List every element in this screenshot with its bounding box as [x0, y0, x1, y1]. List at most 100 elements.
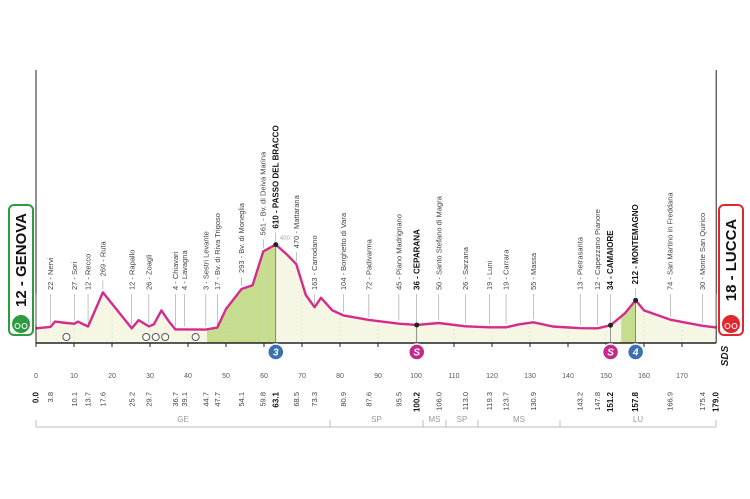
waypoint-label: 27 - Sori — [70, 261, 79, 290]
waypoint-label: 50 - Santo Stefano di Magra — [434, 195, 443, 290]
x-tick-label: 40 — [184, 373, 192, 380]
climb-fill — [621, 300, 636, 343]
start-icon — [12, 315, 30, 333]
waypoint-label: 22 - Nervi — [46, 257, 55, 290]
waypoint-label: 293 - Bv. di Moneglia — [237, 202, 246, 273]
altitude-label: 400 — [280, 236, 291, 242]
marker — [408, 343, 426, 361]
finish-label: 18 - LUCCA — [723, 219, 740, 302]
icon — [62, 333, 71, 341]
waypoint-label: 19 - Luni — [485, 260, 494, 290]
x-tick-label: 140 — [562, 373, 574, 380]
x-tick-label: 150 — [600, 373, 612, 380]
waypoint-label: 12 - Recco — [84, 254, 93, 290]
waypoint-label: 3 - Sestri Levante — [201, 231, 210, 290]
region-label: SP — [457, 415, 468, 424]
waypoint-km: 123.7 — [502, 392, 511, 411]
waypoint-km: 95.5 — [394, 392, 403, 407]
waypoint-km: 106.0 — [434, 392, 443, 411]
waypoint-km: 73.3 — [310, 392, 319, 407]
waypoint-km: 47.7 — [213, 392, 222, 407]
start-wheel — [14, 323, 21, 329]
waypoint-km: 68.5 — [292, 392, 301, 407]
waypoint-label: 74 - San Martino in Freddana — [666, 192, 675, 290]
waypoint-km: 80.9 — [339, 392, 348, 407]
waypoint-km: 100.2 — [412, 391, 421, 412]
marker-label: S — [607, 348, 614, 359]
waypoint-km: 166.9 — [666, 392, 675, 411]
waypoint-label: 45 - Piano Madrignano — [394, 214, 403, 290]
x-tick-label: 120 — [486, 373, 498, 380]
waypoint-km: 151.2 — [606, 391, 615, 412]
finish-wheel — [731, 323, 738, 329]
waypoint-label: 17 - Bv. di Riva Trigoso — [213, 213, 222, 290]
waypoint-label: 55 - Massa — [529, 252, 538, 290]
waypoint-label: 12 - Capezzano Pianore — [593, 209, 602, 290]
waypoint-label: 34 - CAMAIORE — [606, 230, 615, 290]
region-label: MS — [429, 415, 441, 424]
waypoint-label: 72 - Padivarma — [364, 238, 373, 290]
waypoint-label: 104 - Borghetto di Vara — [339, 212, 348, 290]
waypoint-km: 113.0 — [461, 392, 470, 410]
icon — [151, 333, 160, 341]
region-label: SP — [371, 415, 382, 424]
waypoint-km: 119.3 — [485, 392, 494, 410]
waypoint-km: 157.8 — [631, 391, 640, 412]
waypoint-label: 269 - Ruta — [98, 240, 107, 276]
region-label: MS — [513, 415, 525, 424]
icon — [161, 333, 170, 341]
waypoint-km: 13.7 — [84, 392, 93, 407]
waypoint-km: 44.7 — [201, 392, 210, 407]
waypoint-label: 19 - Carrara — [502, 249, 511, 290]
waypoint-label: 26 - Sarzana — [461, 246, 470, 290]
finish-wheel — [724, 323, 731, 329]
waypoint-km: 175.4 — [698, 392, 707, 411]
waypoint-label: 212 - MONTEMAGNO — [631, 204, 640, 284]
waypoint-km: 10.1 — [70, 392, 79, 407]
waypoint-km: 59.8 — [259, 392, 268, 407]
waypoint-label: 36 - CEPARANA — [412, 229, 421, 290]
waypoint-km: 3.8 — [46, 392, 55, 402]
profile-line — [35, 243, 717, 331]
waypoint-label: 12 - Rapallo — [127, 250, 136, 290]
x-tick-label: 70 — [298, 373, 306, 380]
x-tick-label: 30 — [146, 373, 154, 380]
waypoint-label: 13 - Pietrasanta — [576, 236, 585, 290]
x-tick-label: 90 — [374, 373, 382, 380]
finish-box — [718, 204, 744, 336]
waypoint-km: 54.1 — [237, 392, 246, 407]
marker — [601, 343, 620, 361]
icon — [191, 333, 200, 341]
waypoint-km: 130.9 — [529, 392, 538, 411]
start-box — [8, 204, 34, 336]
waypoint-km: 36.7 — [171, 392, 180, 407]
x-tick-label: 100 — [410, 373, 422, 380]
x-tick-label: 10 — [70, 373, 78, 380]
waypoint-label: 26 - Zoagli — [144, 254, 153, 290]
x-tick-label: 60 — [260, 373, 268, 380]
x-tick-label: 0 — [34, 373, 38, 380]
region-label: LU — [633, 415, 643, 424]
start-label: 12 - GENOVA — [13, 213, 30, 307]
finish-icon — [722, 315, 740, 333]
waypoint-label: 4 - Chiavari — [171, 251, 180, 290]
marker-label: 4 — [632, 348, 639, 359]
x-tick-label: 170 — [676, 373, 688, 380]
x-tick-label: 160 — [638, 373, 650, 380]
waypoint-km: 147.8 — [593, 392, 602, 411]
waypoint-km: 143.2 — [576, 392, 585, 411]
waypoint-km: 87.6 — [364, 392, 373, 407]
marker-dot — [414, 322, 420, 328]
waypoint-km: 63.1 — [271, 391, 280, 407]
waypoint-km: 17.6 — [98, 392, 107, 407]
marker — [267, 343, 285, 361]
waypoint-km: 25.2 — [127, 392, 136, 407]
waypoint-label: 163 - Carrodano — [310, 235, 319, 290]
marker — [626, 343, 645, 361]
x-tick-label: 130 — [524, 373, 536, 380]
marker-label: 3 — [273, 348, 279, 359]
marker-label: S — [413, 348, 420, 359]
waypoint-label: 470 - Mattarana — [292, 194, 301, 248]
waypoint-km: 179.0 — [712, 391, 721, 412]
waypoint-km: 29.7 — [144, 392, 153, 407]
